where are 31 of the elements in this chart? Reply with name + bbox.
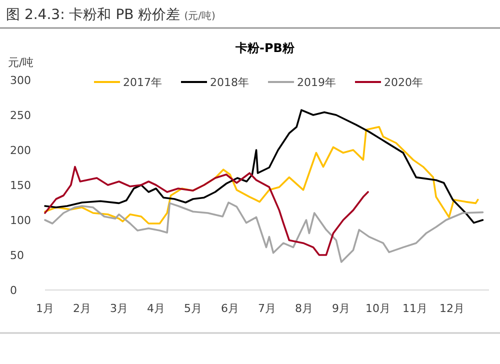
y-axis-title: 元/吨 (8, 56, 34, 69)
y-tick-label: 150 (10, 179, 31, 192)
x-tick-label: 2月 (73, 302, 91, 315)
line-series (44, 109, 484, 224)
legend-label: 2020年 (384, 76, 423, 89)
line-series (44, 126, 479, 224)
y-tick-label: 100 (10, 214, 31, 227)
y-tick-label: 50 (10, 249, 24, 262)
line-series (44, 202, 484, 263)
chart-title: 图 2.4.3: 卡粉和 PB 粉价差 (6, 7, 180, 23)
x-tick-label: 8月 (295, 302, 313, 315)
x-tick-label: 1月 (36, 302, 54, 315)
x-tick-label: 3月 (110, 302, 128, 315)
y-tick-label: 0 (10, 284, 17, 297)
x-tick-label: 11月 (402, 302, 428, 315)
y-tick-label: 300 (10, 74, 31, 87)
x-tick-label: 7月 (258, 302, 276, 315)
legend-label: 2017年 (123, 76, 162, 89)
legend-label: 2018年 (210, 76, 249, 89)
x-tick-label: 12月 (440, 302, 464, 315)
x-tick-label: 9月 (332, 302, 350, 315)
legend-label: 2019年 (297, 76, 336, 89)
x-tick-label: 4月 (147, 302, 165, 315)
y-tick-label: 200 (10, 144, 31, 157)
y-tick-label: 250 (10, 109, 31, 122)
x-tick-label: 10月 (366, 302, 390, 315)
x-tick-label: 5月 (184, 302, 202, 315)
line-series (44, 166, 369, 256)
chart-subtitle: (元/吨) (184, 10, 216, 22)
text: 卡粉-PB粉 (234, 41, 296, 55)
x-tick-label: 6月 (221, 302, 239, 315)
